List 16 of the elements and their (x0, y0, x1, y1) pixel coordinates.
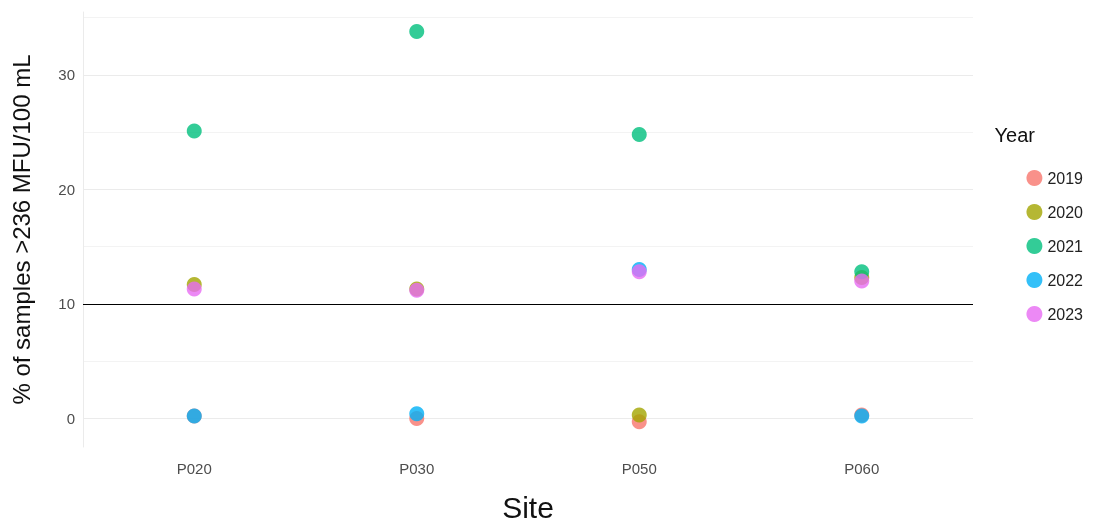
y-tick-label: 20 (58, 180, 75, 198)
x-axis-title: Site (502, 490, 554, 524)
legend-label: 2022 (1047, 271, 1084, 289)
legend-label: 2020 (1047, 203, 1084, 221)
legend-label: 2019 (1047, 169, 1084, 187)
x-tick-label: P020 (176, 460, 212, 477)
y-tick-label: 10 (58, 295, 75, 313)
legend-label: 2021 (1047, 237, 1084, 255)
y-tick-label: 30 (58, 66, 75, 84)
x-tick-label: P030 (399, 460, 435, 477)
x-tick-label: P050 (621, 460, 657, 477)
y-axis-title: % of samples >236 MFU/100 mL (7, 54, 35, 405)
legend-label: 2023 (1047, 305, 1084, 323)
x-tick-label: P060 (844, 460, 880, 477)
legend-title: Year (994, 124, 1036, 146)
y-tick-label: 0 (66, 409, 75, 427)
